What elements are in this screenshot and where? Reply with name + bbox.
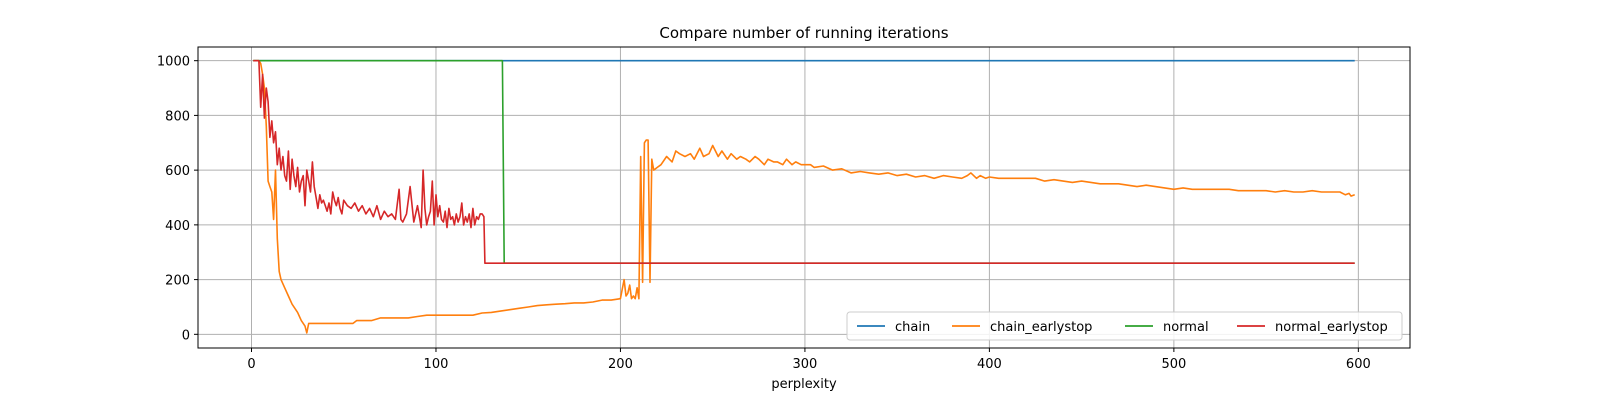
- legend-label-chain: chain: [895, 320, 930, 335]
- x-tick-label: 300: [793, 357, 818, 372]
- y-tick-label: 800: [165, 109, 190, 124]
- series-line-normal_earlystop: [253, 59, 1355, 265]
- y-tick-label: 400: [165, 219, 190, 234]
- ticks: 0 100 200 300 400 500 600 0 200 400 600 800 1000: [157, 55, 1371, 372]
- y-tick-label: 600: [165, 164, 190, 179]
- axes-frame: [197, 46, 1411, 349]
- series-line-chain_earlystop: [253, 59, 1355, 334]
- x-tick-label: 600: [1346, 357, 1371, 372]
- x-tick-label: 200: [608, 357, 633, 372]
- x-tick-label: 400: [977, 357, 1002, 372]
- legend-label-normal: normal: [1163, 320, 1209, 335]
- x-tick-label: 100: [424, 357, 449, 372]
- y-tick-label: 0: [182, 328, 190, 343]
- series-group: [253, 59, 1355, 334]
- grid: [198, 47, 1410, 348]
- y-tick-label: 200: [165, 274, 190, 289]
- chart-title: Compare number of running iterations: [659, 24, 948, 42]
- legend: chain chain_earlystop normal normal_earlyst…: [846, 311, 1403, 341]
- legend-box: [846, 311, 1403, 341]
- legend-label-normal_earlystop: normal_earlystop: [1275, 320, 1388, 335]
- x-axis-label: perplexity: [771, 377, 837, 392]
- y-tick-label: 1000: [157, 55, 190, 70]
- x-tick-label: 0: [247, 357, 255, 372]
- legend-label-chain_earlystop: chain_earlystop: [990, 320, 1092, 335]
- x-tick-label: 500: [1161, 357, 1186, 372]
